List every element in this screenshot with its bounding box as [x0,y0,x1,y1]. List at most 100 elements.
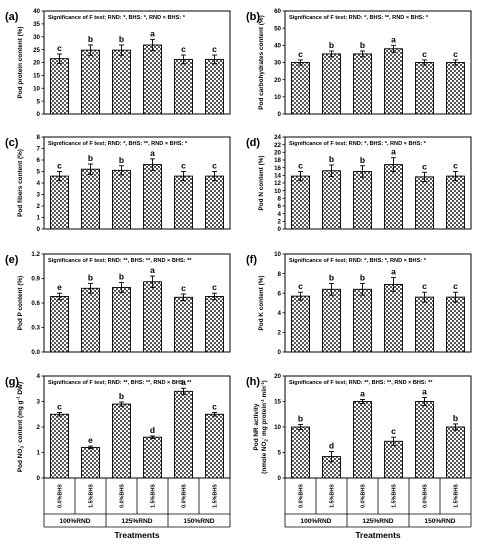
y-tick-label: 2 [278,219,282,226]
significance-letter: c [422,161,427,171]
bar [446,62,465,115]
category-label: 0.0%BHS [58,484,64,508]
y-tick-label: 8 [278,271,282,278]
significance-note: Significance of F test; RND: **, BHS: **… [48,258,192,264]
y-tick-label: 24 [274,134,281,141]
y-tick-label: 4 [278,310,282,317]
y-tick-label: 10 [274,188,281,195]
plot-frame [43,136,231,230]
plot-frame [284,253,472,353]
bar [50,175,69,230]
bar [143,164,162,230]
y-tick-label: 10 [274,251,281,258]
bar [353,53,372,115]
y-tick-label: 5 [278,450,282,457]
bar [81,49,100,115]
significance-letter: a [422,386,427,396]
y-tick-label: 0 [37,475,41,482]
category-label: 0.0%BHS [423,484,429,508]
y-tick-label: 6 [278,203,282,210]
y-axis-label: Pod NO3- content (mg g-1 DW) [16,382,25,472]
y-tick-label: 10 [33,85,40,92]
category-label: 0.0%BHS [120,484,126,508]
y-tick-label: 25 [33,47,40,54]
category-label: 1.5%BHS [151,484,157,508]
significance-letter: c [212,44,217,54]
significance-letter: a [391,267,396,277]
group-label: 125%RND [362,518,393,525]
y-tick-label: 1.2 [31,251,40,258]
bar [322,170,341,230]
significance-note: Significance of F test; RND: *, BHS: **,… [289,15,429,21]
group-label: 100%RND [300,518,331,525]
significance-note: Significance of F test; RND: *, BHS: **,… [48,141,188,147]
y-tick-label: 20 [274,373,281,380]
y-tick-label: 7 [37,146,41,153]
bar [291,175,310,230]
bar [143,436,162,479]
significance-letter: b [119,155,124,165]
significance-note: Significance of F test; RND: *, BHS: *, … [289,258,427,264]
bar [322,288,341,353]
plot-frame [43,375,231,479]
significance-letter: b [88,34,93,44]
bar [205,58,224,115]
significance-letter: a [391,147,396,157]
significance-note: Significance of F test; RND: *, BHS: *, … [289,141,427,147]
y-tick-label: 6 [278,290,282,297]
significance-letter: c [181,283,186,293]
y-tick-label: 20 [274,150,281,157]
bar [112,403,131,479]
y-tick-label: 3 [37,399,41,406]
group-label: 150%RND [183,518,214,525]
bar [112,49,131,115]
y-tick-label: 0 [37,226,41,233]
significance-letter: b [119,272,124,282]
bar [205,296,224,353]
y-axis-label: Pod N content (%) [258,155,265,210]
bar [205,413,224,479]
bar [384,48,403,115]
y-tick-label: 0.0 [31,349,40,356]
significance-letter: c [422,49,427,59]
panel-b: (b) Significance of F test; RND: *, BHS: … [246,8,472,118]
bar [50,413,69,479]
significance-letter: c [298,281,303,291]
significance-letter: b [329,154,334,164]
panel-label: (h) [246,376,260,388]
plot-frame [43,253,231,353]
bar [384,283,403,353]
y-tick-label: 0 [278,475,282,482]
panel-e: (e) Significance of F test; RND: **, BHS:… [5,251,231,356]
significance-letter: b [360,155,365,165]
x-axis-title: Treatments [114,530,160,540]
y-tick-label: 15 [33,73,40,80]
significance-letter: e [88,435,93,445]
significance-letter: c [453,161,458,171]
significance-letter: c [212,401,217,411]
y-tick-label: 0.9 [31,276,40,283]
significance-letter: b [88,153,93,163]
y-tick-label: 30 [274,60,281,67]
panel-label: (b) [246,11,260,23]
significance-letter: c [212,161,217,171]
significance-letter: b [298,413,303,423]
y-tick-label: 2 [37,203,41,210]
bar [112,287,131,353]
y-tick-label: 8 [37,134,41,141]
y-axis-label-line1: Pod NR activity [253,403,260,450]
panel-label: (f) [246,254,257,266]
significance-letter: b [329,40,334,50]
y-axis-label: Pod K content (%) [258,275,265,330]
significance-letter: b [360,272,365,282]
y-tick-label: 0 [37,111,41,118]
y-tick-label: 14 [274,173,281,180]
y-tick-label: 16 [274,165,281,172]
plot-frame [284,136,472,230]
significance-letter: b [119,391,124,401]
significance-note: Significance of F test; RND: *, BHS: *, … [48,15,186,21]
category-label: 1.5%BHS [213,484,219,508]
bar [174,58,193,115]
y-tick-label: 6 [37,157,41,164]
significance-note: Significance of F test; RND: **, BHS: **… [48,380,192,386]
